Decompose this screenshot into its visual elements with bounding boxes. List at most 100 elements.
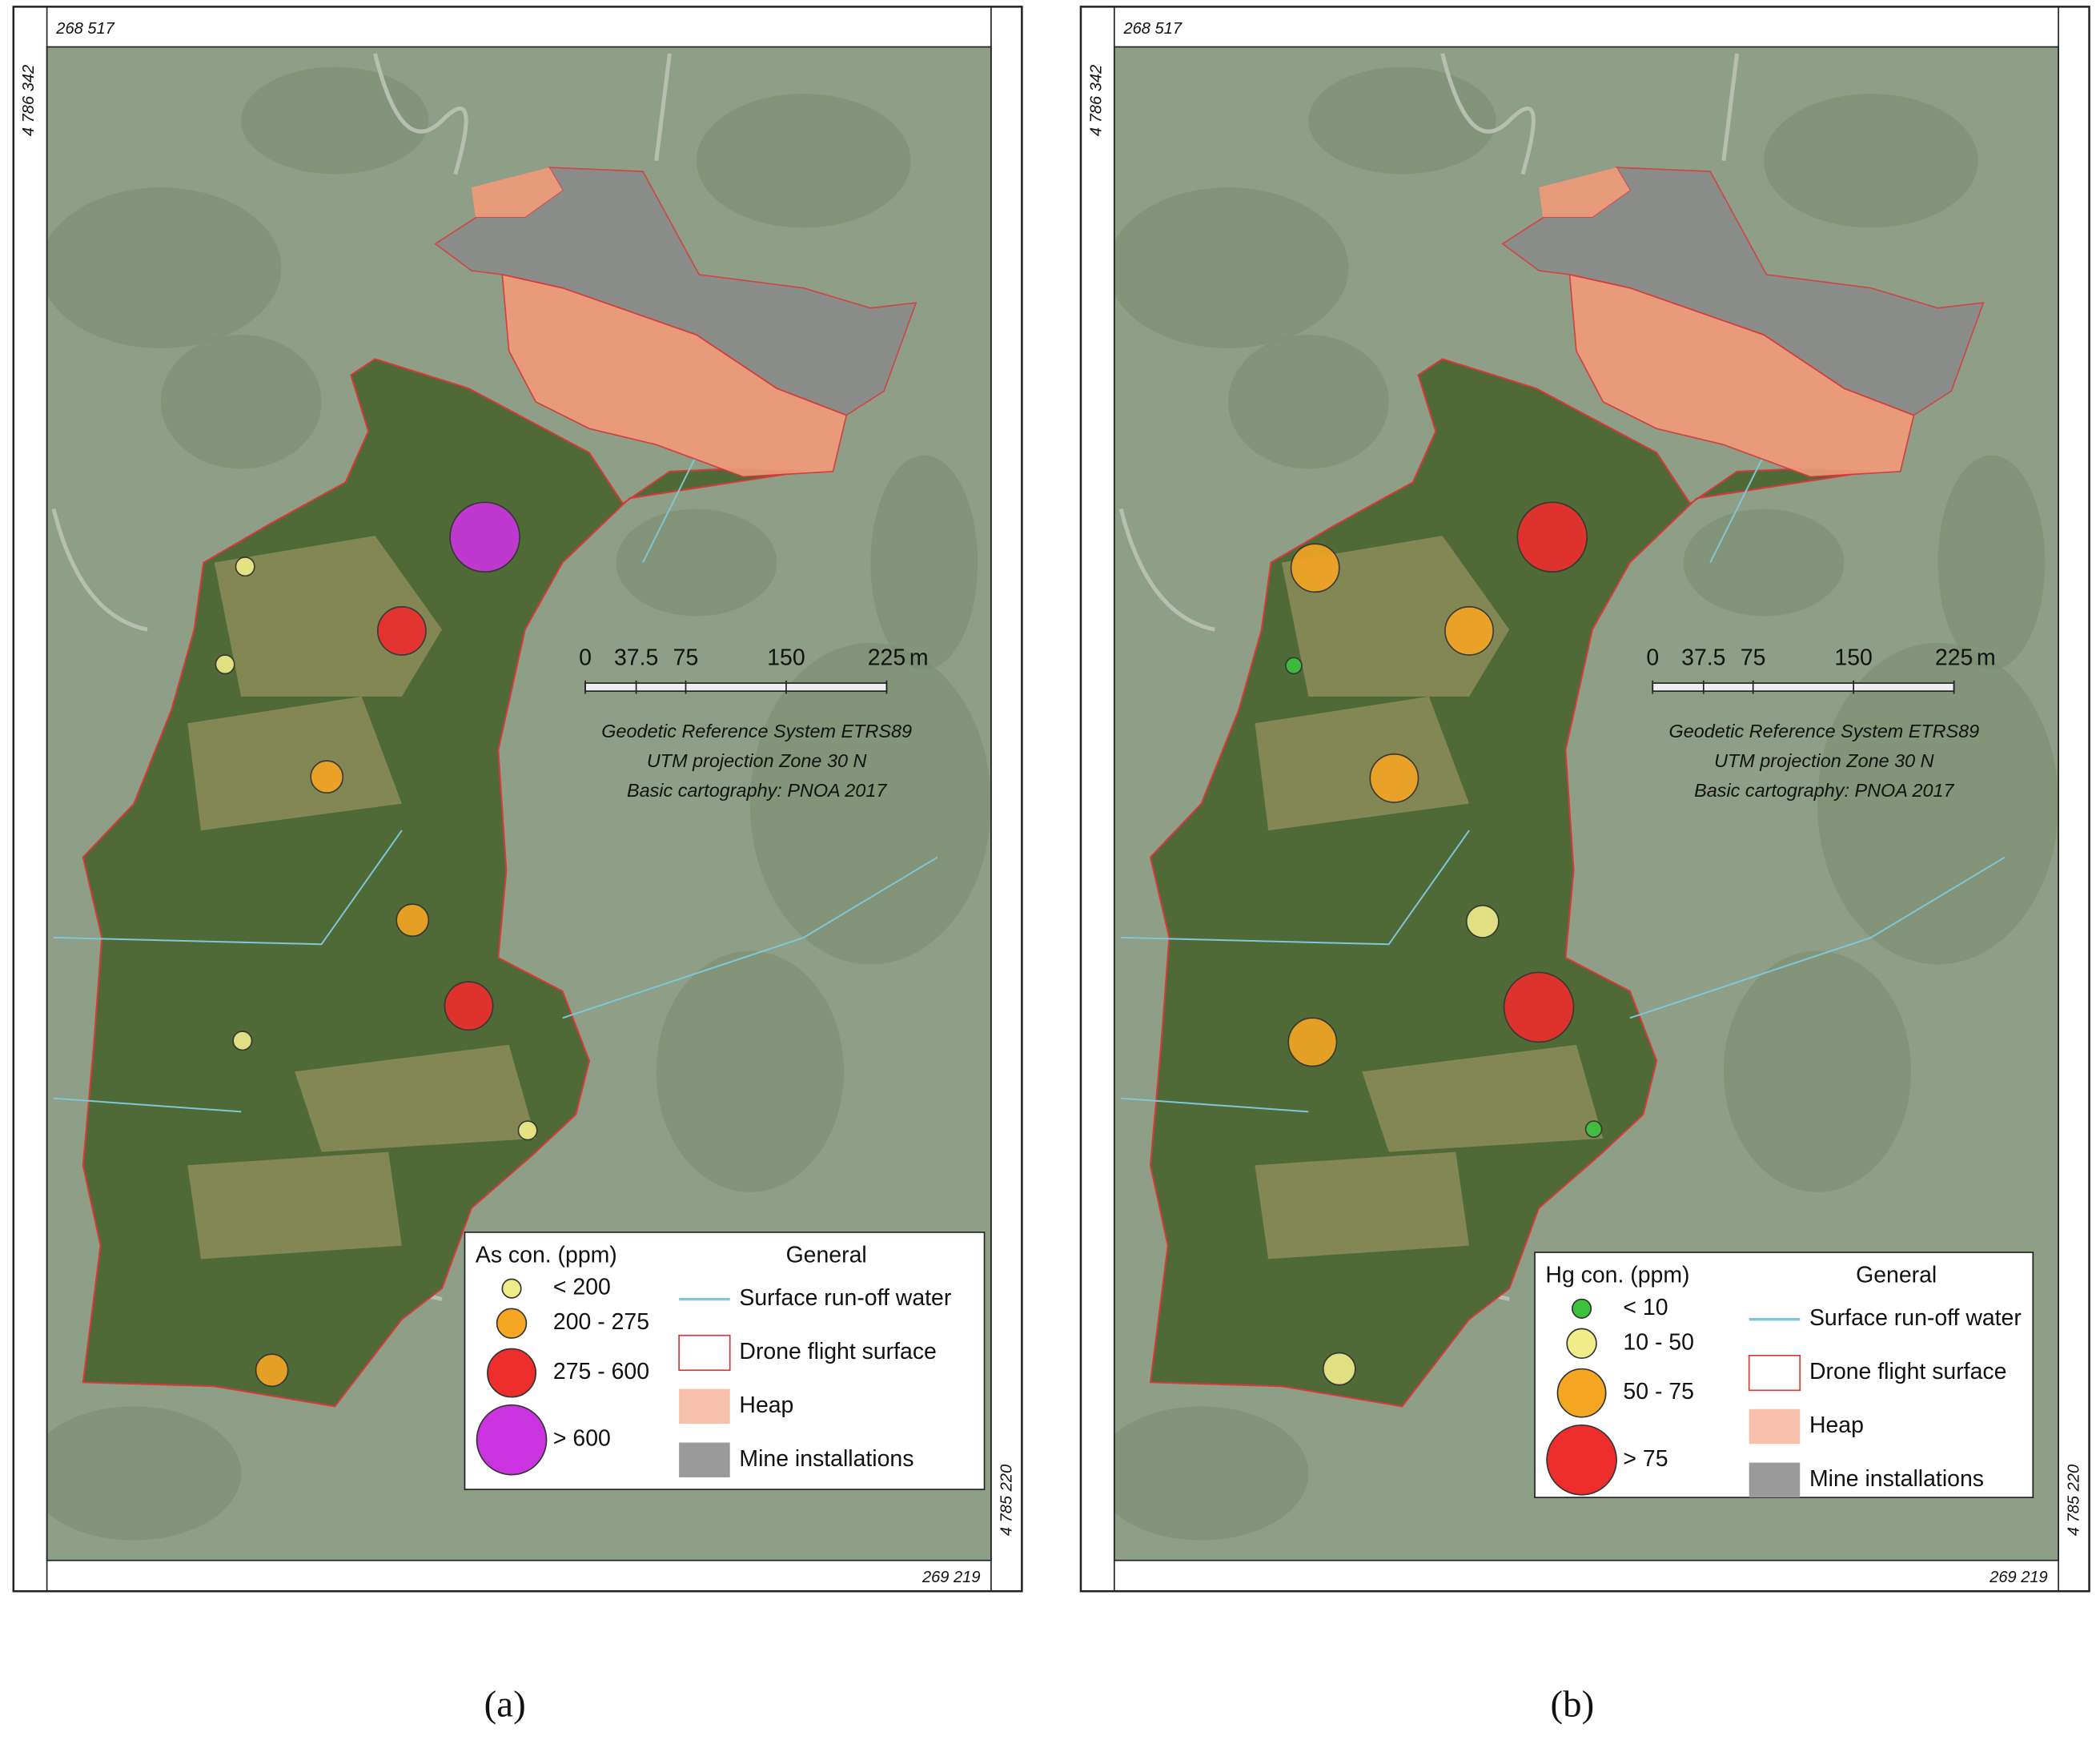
water-line [53,455,938,1113]
legend-label: 10 - 50 [1623,1329,1694,1355]
field [1255,536,1604,1260]
sample-point [396,903,430,938]
terrain-texture [241,66,429,175]
reference-text: Geodetic Reference System ETRS89 [601,721,912,741]
legend-label: 200 - 275 [553,1309,649,1335]
heap [501,273,848,478]
terrain-texture [616,508,777,617]
scale-unit: m [909,645,929,671]
scale-label: 75 [673,645,699,671]
legend-swatch [1748,1354,1801,1392]
terrain-texture [1817,642,2059,965]
reference-text: Geodetic Reference System ETRS89 [1669,721,1980,741]
sample-point [232,1031,253,1051]
legend-symbol [1572,1298,1592,1319]
sample-point [1287,1017,1338,1067]
legend-label: Drone flight surface [739,1339,936,1364]
legend-label: Surface run-off water [1809,1305,2022,1331]
terrain-texture [1308,66,1496,175]
heap [1568,273,1915,478]
terrain-texture [46,1406,242,1541]
sample-point [1444,605,1495,656]
terrain-texture [749,642,991,965]
scale-label: 225 [1935,645,1973,671]
sample-point [1465,904,1500,938]
legend-label: Surface run-off water [739,1285,951,1311]
legend-symbol [1546,1424,1617,1496]
heap [1539,167,1630,217]
legend-swatch [1749,1408,1801,1445]
map-panel: 268 517 4 786 342 4 785 220 269 219 0 37.5 75 1… [1079,6,2090,1726]
reference-text: Basic cartography: PNOA 2017 [1694,780,1954,801]
legend-swatch [679,1442,730,1478]
sample-point [235,557,255,577]
coordinate-label: 4 786 342 [1087,65,1105,136]
terrain-texture [160,335,322,469]
scale-label: 0 [1646,645,1659,671]
scale-label: 37.5 [614,645,658,671]
road [51,53,672,1302]
sample-point [1369,753,1419,803]
sample-point [1290,543,1340,593]
legend-title: General [786,1243,867,1268]
sample-point [1516,501,1588,573]
terrain-texture [46,187,282,348]
sample-point [310,760,344,794]
legend-symbol [476,1404,548,1476]
coordinate-label: 269 219 [922,1569,981,1586]
sample-point [1584,1120,1603,1139]
scale-label: 75 [1741,645,1766,671]
legend-symbol [487,1348,536,1398]
scale-unit: m [1977,645,1996,671]
scale-label: 37.5 [1681,645,1725,671]
legend-title: General [1856,1263,1937,1288]
reference-text: Basic cartography: PNOA 2017 [627,780,887,801]
reference-text: UTM projection Zone 30 N [1714,750,1934,771]
scale-label: 225 [868,645,905,671]
legend-label: Drone flight surface [1809,1359,2006,1384]
legend-label: < 200 [553,1275,611,1300]
terrain-texture [1937,455,2046,670]
reference-text: UTM projection Zone 30 N [647,750,867,771]
terrain-texture [696,94,911,228]
scale-label: 150 [1834,645,1872,671]
sample-point [517,1120,538,1141]
sample-point [376,605,427,656]
legend-title: As con. (ppm) [476,1243,617,1268]
terrain-texture [1764,94,1978,228]
terrain-texture [1114,1406,1309,1541]
legend-label: Heap [1809,1412,1864,1438]
sample-point [1322,1352,1356,1386]
scale-bar [584,682,888,692]
coordinate-label: 268 517 [55,20,114,38]
legend-symbol [1556,1368,1607,1418]
map-panel: 268 517 4 786 342 4 785 220 269 219 0 37.5 75 1… [12,6,1023,1726]
sample-point [1503,971,1575,1043]
coordinate-label: 4 786 342 [20,65,38,136]
coordinate-label: 269 219 [1989,1569,2048,1586]
scale-label: 0 [579,645,592,671]
heap [471,167,563,217]
water-line [1121,455,2006,1113]
legend-label: > 75 [1623,1446,1668,1472]
road [1118,53,1740,1302]
legend-swatch [1749,1462,1801,1498]
coordinate-label: 268 517 [1123,20,1183,38]
legend-title: Hg con. (ppm) [1545,1263,1689,1288]
terrain-texture [1723,950,1912,1192]
scale-bar [1652,682,1955,692]
sample-point [255,1353,289,1388]
legend-label: > 600 [553,1426,611,1452]
field [187,536,536,1260]
legend-label: Mine installations [739,1446,913,1472]
legend-swatch [678,1334,731,1372]
terrain-texture [1683,508,1845,617]
sample-point [1285,657,1303,675]
legend-label: 275 - 600 [553,1359,649,1384]
coordinate-label: 4 785 220 [998,1465,1015,1536]
legend: Hg con. (ppm) < 10 10 - 50 50 - 75 > 75 Gener… [1534,1252,2034,1498]
legend-symbol [496,1308,528,1339]
legend-label: Heap [739,1392,793,1418]
terrain-texture [870,455,978,670]
